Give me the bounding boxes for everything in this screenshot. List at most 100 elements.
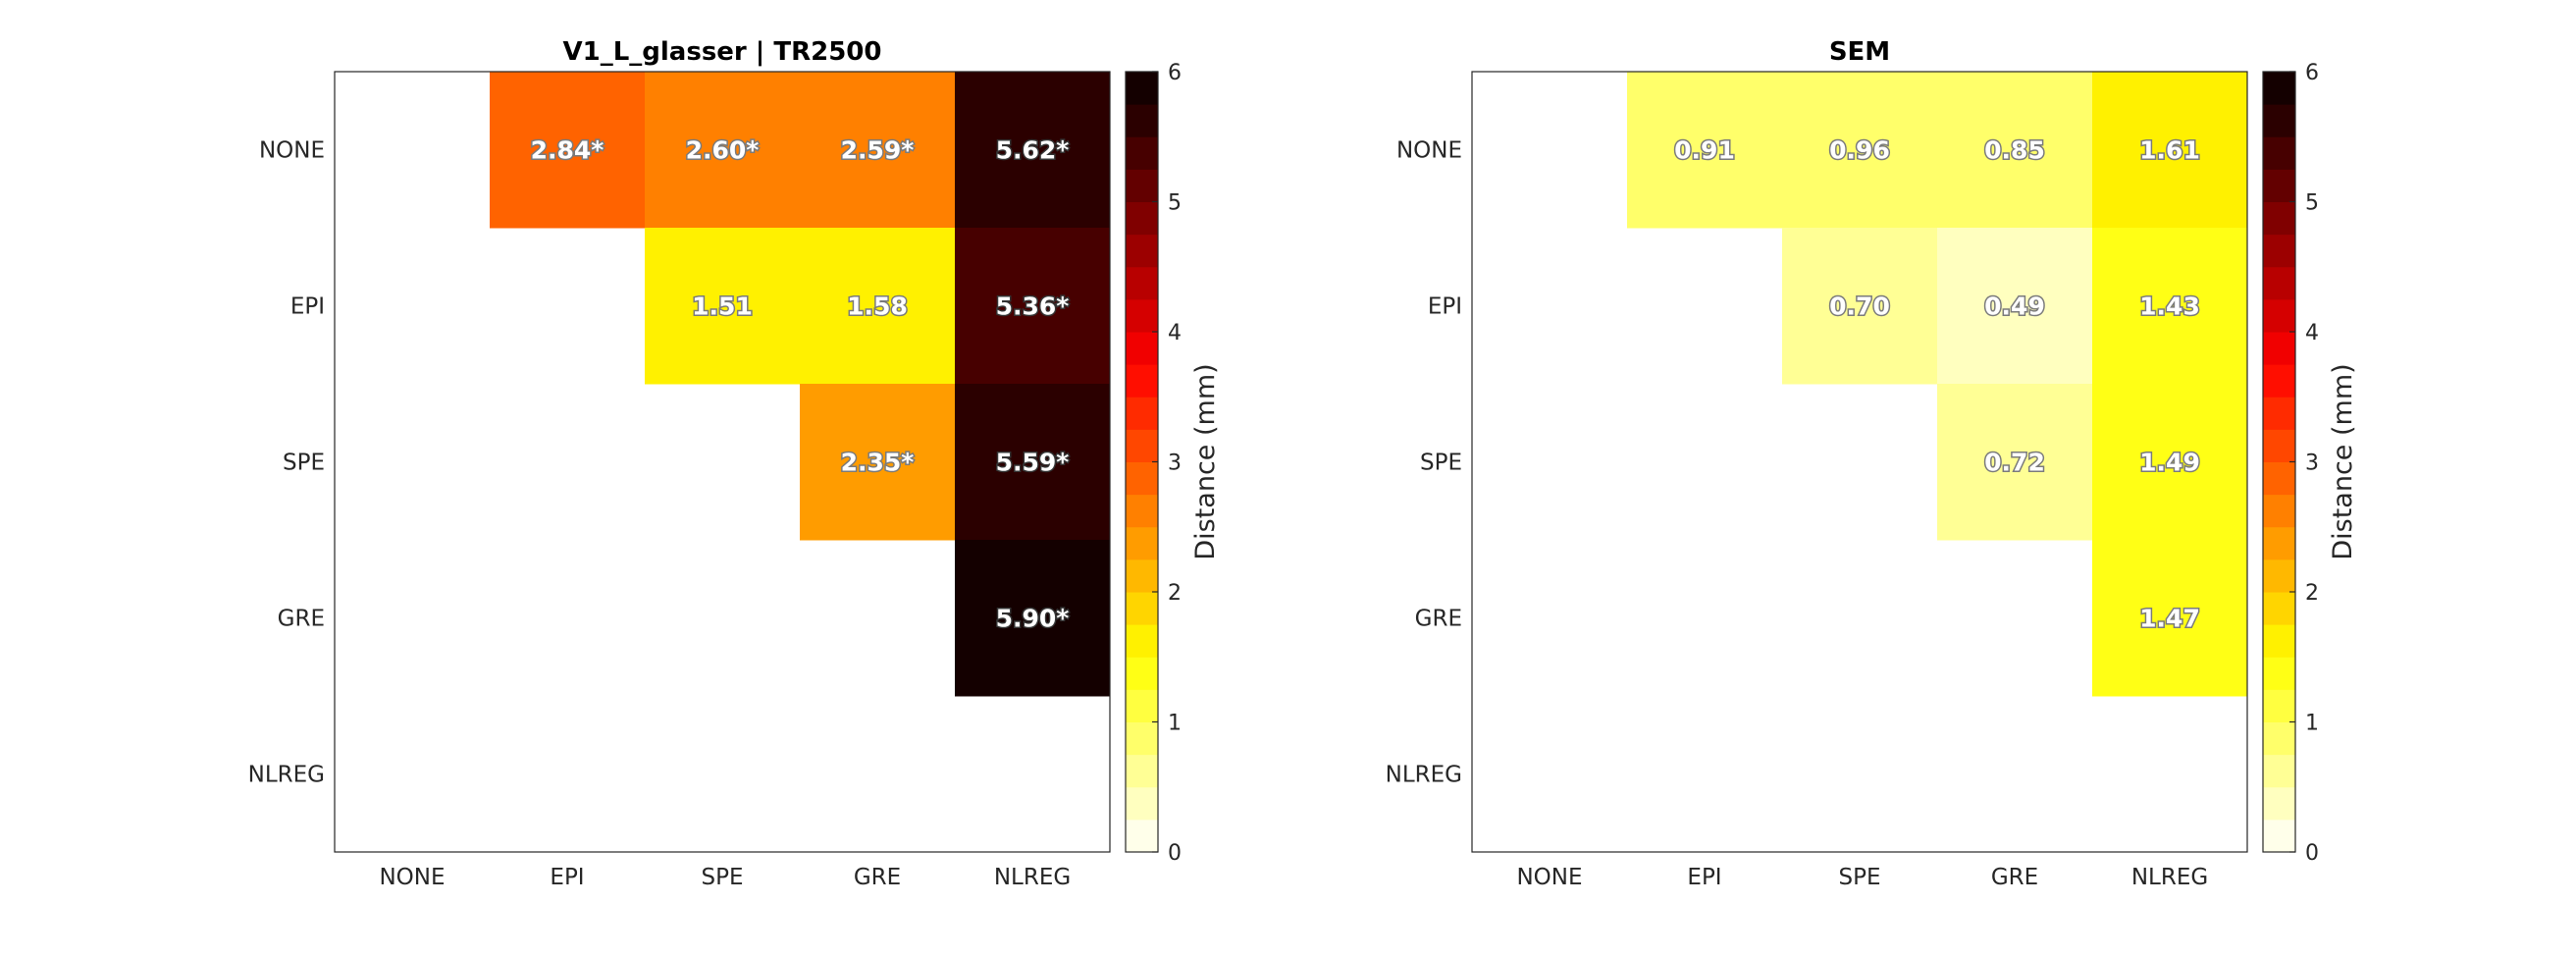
y-tick-label: NLREG bbox=[248, 763, 325, 788]
colorbar-segment bbox=[2263, 526, 2295, 560]
colorbar-tick-label: 5 bbox=[1168, 191, 1182, 216]
colorbar-segment bbox=[1126, 234, 1158, 268]
cell-value-label: 0.85 bbox=[1984, 136, 2045, 165]
y-tick-label: SPE bbox=[283, 451, 325, 476]
colorbar-segment bbox=[1126, 201, 1158, 236]
colorbar-segment bbox=[2263, 429, 2295, 462]
colorbar-segment bbox=[1126, 624, 1158, 658]
cell-value-label: 0.70 bbox=[1829, 292, 1890, 321]
x-tick-label: NONE bbox=[1516, 865, 1582, 890]
sem-heatmap-panel: SEM 0.91 0.96 0.85 1.61 0.70 0.49 1.43 0.72 1.49… bbox=[1386, 37, 2358, 890]
x-tick-label: SPE bbox=[1838, 865, 1880, 890]
cell-value-label: 1.58 bbox=[847, 292, 908, 321]
heatmap-title: V1_L_glasser | TR2500 bbox=[563, 37, 882, 67]
heatmap-cell bbox=[2092, 72, 2248, 229]
cell-value-label: 0.96 bbox=[1829, 136, 1890, 165]
colorbar-segment bbox=[2263, 266, 2295, 300]
colorbar-tick-label: 1 bbox=[1168, 712, 1182, 736]
colorbar-segment bbox=[1126, 819, 1158, 853]
colorbar-segment bbox=[1126, 721, 1158, 756]
colorbar-segment bbox=[2263, 494, 2295, 528]
heatmap-cell bbox=[2092, 384, 2248, 541]
x-tick-label: GRE bbox=[1991, 865, 2038, 890]
y-tick-label: EPI bbox=[1428, 294, 1462, 320]
heatmap-cell bbox=[1937, 72, 2093, 229]
colorbar-label: Distance (mm) bbox=[2328, 363, 2358, 559]
colorbar-segment bbox=[1126, 136, 1158, 170]
colorbar-segment bbox=[1126, 526, 1158, 560]
colorbar-segment bbox=[1126, 786, 1158, 821]
y-tick-label: GRE bbox=[1415, 607, 1462, 632]
colorbar-tick-label: 5 bbox=[2305, 191, 2319, 216]
heatmap-title: SEM bbox=[1829, 37, 1890, 67]
colorbar-tick-label: 6 bbox=[1168, 61, 1182, 85]
colorbar-segment bbox=[1126, 461, 1158, 496]
cell-value-label: 0.49 bbox=[1984, 292, 2045, 321]
heatmap-cell bbox=[1937, 384, 2093, 541]
colorbar-segment bbox=[2263, 136, 2295, 170]
colorbar-segment bbox=[1126, 657, 1158, 690]
colorbar-tick-label: 4 bbox=[2305, 321, 2319, 346]
colorbar-tick-label: 6 bbox=[2305, 61, 2319, 85]
heatmap-cell bbox=[645, 228, 801, 385]
colorbar-segment bbox=[2263, 332, 2295, 365]
colorbar-segment bbox=[2263, 754, 2295, 788]
colorbar-segment bbox=[1126, 592, 1158, 625]
heatmap-cell bbox=[490, 72, 646, 229]
axes-box bbox=[1471, 71, 2248, 853]
cell-value-label: 5.62* bbox=[996, 136, 1070, 165]
heatmap-cell bbox=[1782, 228, 1938, 385]
heatmap-cell bbox=[1782, 72, 1938, 229]
colorbar-segment bbox=[2263, 72, 2295, 105]
heatmap-cell bbox=[955, 540, 1111, 697]
cell-value-label: 1.49 bbox=[2139, 449, 2200, 477]
colorbar-segment bbox=[2263, 104, 2295, 137]
colorbar-tick-label: 3 bbox=[1168, 452, 1182, 476]
y-tick-label: SPE bbox=[1420, 451, 1462, 476]
heatmap-cell bbox=[2092, 540, 2248, 697]
colorbar-segment bbox=[2263, 234, 2295, 268]
colorbar-segment bbox=[1126, 754, 1158, 788]
colorbar-segment bbox=[1126, 494, 1158, 528]
heatmap-cell bbox=[1937, 228, 2093, 385]
colorbar-segment bbox=[1126, 298, 1158, 333]
y-tick-label: EPI bbox=[290, 294, 325, 320]
colorbar-segment bbox=[2263, 689, 2295, 722]
colorbar-segment bbox=[2263, 364, 2295, 398]
colorbar-segment bbox=[2263, 786, 2295, 821]
y-tick-label: NONE bbox=[259, 138, 325, 164]
colorbar-segment bbox=[1126, 429, 1158, 462]
cell-value-label: 0.72 bbox=[1984, 449, 2045, 477]
colorbar-tick-label: 0 bbox=[1168, 841, 1182, 866]
heatmap-cell bbox=[800, 384, 956, 541]
colorbar-segment bbox=[2263, 657, 2295, 690]
distance-heatmap-panel: V1_L_glasser | TR2500 2.84* 2.60* 2.59* 5.6… bbox=[248, 37, 1221, 890]
cell-value-label: 2.35* bbox=[841, 449, 915, 477]
colorbar-tick-label: 4 bbox=[1168, 321, 1182, 346]
cell-value-label: 5.36* bbox=[996, 292, 1070, 321]
cell-value-label: 5.59* bbox=[996, 449, 1070, 477]
colorbar-tick-label: 3 bbox=[2305, 452, 2319, 476]
colorbar-tick-label: 2 bbox=[1168, 581, 1182, 606]
colorbar-segment bbox=[2263, 721, 2295, 756]
colorbar-segment bbox=[2263, 298, 2295, 333]
colorbar-segment bbox=[2263, 592, 2295, 625]
colorbar-segment bbox=[2263, 558, 2295, 593]
x-tick-label: SPE bbox=[701, 865, 743, 890]
colorbar-segment bbox=[2263, 461, 2295, 496]
cell-value-label: 0.91 bbox=[1674, 136, 1735, 165]
colorbar-segment bbox=[1126, 332, 1158, 365]
colorbar-segment bbox=[2263, 819, 2295, 853]
y-tick-label: GRE bbox=[278, 607, 325, 632]
colorbar-segment bbox=[2263, 169, 2295, 202]
cell-value-label: 1.51 bbox=[692, 292, 753, 321]
axes-box bbox=[334, 71, 1111, 853]
heatmap-cell bbox=[645, 72, 801, 229]
colorbar-segment bbox=[2263, 201, 2295, 236]
heatmap-cell bbox=[800, 72, 956, 229]
y-tick-label: NONE bbox=[1396, 138, 1462, 164]
y-tick-label: NLREG bbox=[1386, 763, 1462, 788]
cell-value-label: 2.59* bbox=[841, 136, 915, 165]
colorbar-segment bbox=[2263, 624, 2295, 658]
colorbar-segment bbox=[1126, 72, 1158, 105]
